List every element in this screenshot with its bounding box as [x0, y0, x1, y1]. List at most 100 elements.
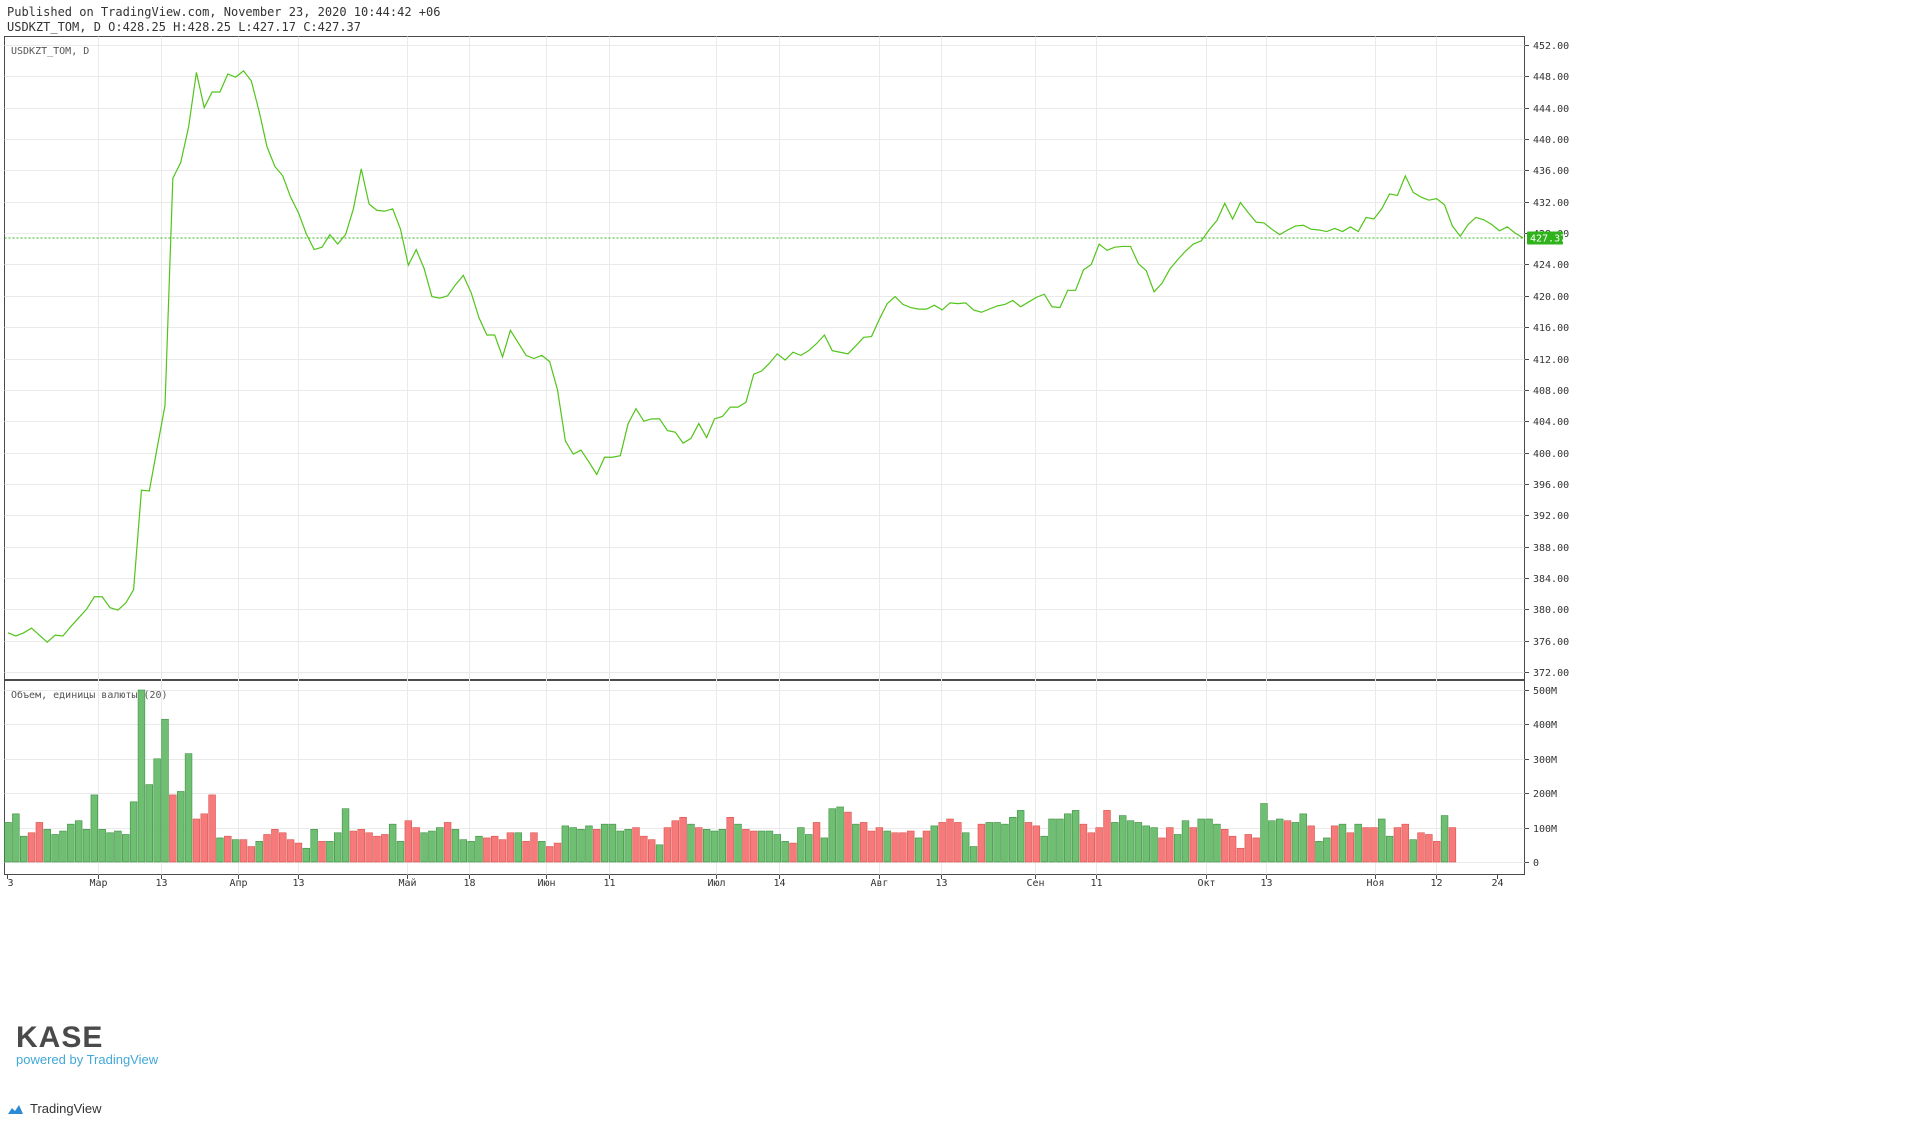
- volume-tick-label: 200M: [1533, 789, 1557, 800]
- volume-bar-down: [1166, 827, 1174, 863]
- ohlc-line: USDKZT_TOM, D O:428.25 H:428.25 L:427.17…: [7, 20, 362, 34]
- volume-bar-up: [1315, 841, 1323, 863]
- volume-bar-up: [585, 825, 593, 863]
- volume-bar-down: [844, 811, 852, 863]
- tradingview-footer[interactable]: TradingView: [6, 1101, 102, 1116]
- volume-bar-down: [1087, 832, 1096, 863]
- volume-bar-down: [294, 842, 303, 863]
- time-tick-label: 13: [292, 878, 304, 889]
- volume-bar-up: [1213, 823, 1221, 863]
- volume-bar-down: [357, 829, 365, 863]
- price-tick-label: 392.00: [1533, 511, 1569, 522]
- volume-bar-down: [27, 832, 36, 863]
- volume-bar-up: [145, 784, 153, 863]
- volume-bar-up: [569, 827, 577, 863]
- volume-bar-up: [137, 689, 146, 863]
- volume-bar-up: [1276, 818, 1284, 863]
- price-tick-label: 408.00: [1533, 386, 1569, 397]
- volume-bar-up: [655, 844, 664, 863]
- time-tick-label: 11: [603, 878, 615, 889]
- price-tick-label: 404.00: [1533, 417, 1569, 428]
- volume-bar-up: [161, 718, 169, 863]
- time-tick-label: 13: [155, 878, 167, 889]
- volume-bar-up: [710, 830, 719, 863]
- volume-bar-down: [1236, 847, 1245, 863]
- price-tick-label: 372.00: [1533, 668, 1569, 679]
- volume-bar-up: [1071, 810, 1080, 863]
- volume-bar-down: [1244, 834, 1253, 863]
- volume-bar-up: [428, 830, 436, 863]
- time-axis[interactable]: 3 Мар 13 Апр 13 Май 18 Июн 11 Июл 14 Авг 13 Сен 11 Окт 1…: [7, 874, 1504, 890]
- volume-bar-down: [1425, 834, 1433, 863]
- volume-bar-up: [624, 829, 632, 863]
- volume-bar-up: [255, 841, 263, 863]
- price-tick-label: 444.00: [1533, 104, 1569, 115]
- volume-bar-down: [1221, 829, 1229, 863]
- volume-bar-up: [781, 841, 789, 863]
- volume-bar-up: [828, 808, 836, 863]
- last-price-tag: 427.37: [1527, 231, 1566, 245]
- price-tick-label: 400.00: [1533, 449, 1569, 460]
- volume-bar-up: [1181, 820, 1190, 863]
- volume-bar-up: [59, 830, 67, 863]
- volume-bar-up: [1338, 823, 1347, 863]
- volume-bar-down: [318, 841, 326, 863]
- volume-bar-down: [553, 842, 562, 863]
- volume-bar-up: [797, 827, 805, 863]
- volume-bar-up: [1119, 815, 1127, 863]
- volume-bar-up: [616, 830, 625, 863]
- volume-bar-up: [467, 841, 475, 863]
- volume-bar-up: [883, 830, 891, 863]
- volume-bar-down: [1024, 822, 1033, 863]
- volume-bar-up: [310, 829, 318, 863]
- volume-bar-down: [412, 827, 420, 863]
- volume-bar-down: [506, 832, 515, 863]
- published-line: Published on TradingView.com, November 2…: [7, 5, 441, 19]
- price-tick-label: 432.00: [1533, 198, 1569, 209]
- volume-bar-down: [1079, 823, 1088, 863]
- volume-bar-down: [632, 827, 640, 863]
- volume-bar-down: [1433, 841, 1441, 863]
- volume-bar-down: [695, 827, 703, 863]
- price-line: [7, 70, 1524, 644]
- volume-bar-up: [600, 823, 609, 863]
- volume-bar-up: [1385, 835, 1394, 863]
- volume-bar-up: [396, 841, 405, 863]
- volume-bar-down: [1448, 827, 1457, 863]
- volume-bar-up: [961, 832, 970, 863]
- time-tick-label: Авг: [870, 878, 888, 889]
- volume-bar-up: [333, 832, 342, 863]
- volume-label: Объем, единицы валюты (20): [11, 689, 168, 701]
- volume-bar-down: [789, 842, 797, 863]
- volume-bar-up: [122, 834, 130, 863]
- last-price-box: [1527, 231, 1563, 245]
- volume-bar-down: [1401, 823, 1410, 863]
- volume-bar-down: [522, 841, 530, 863]
- volume-bar-up: [852, 823, 860, 863]
- volume-bar-down: [726, 816, 734, 863]
- volume-bar-up: [1260, 803, 1268, 863]
- volume-bar-down: [1252, 837, 1260, 863]
- volume-bar-down: [1346, 832, 1355, 863]
- volume-bar-down: [891, 832, 899, 863]
- volume-bar-up: [1409, 839, 1417, 863]
- volume-bar-up: [184, 753, 193, 863]
- volume-bar-down: [859, 822, 868, 863]
- volume-bar-up: [1268, 820, 1276, 863]
- last-price-label: 427.37: [1530, 234, 1566, 245]
- price-axis[interactable]: 452.00448.00444.00440.00436.00432.00428.…: [1525, 41, 1569, 679]
- volume-bar-down: [545, 846, 554, 863]
- volume-bar-up: [1009, 816, 1017, 863]
- volume-bar-down: [1417, 832, 1425, 863]
- volume-bar-down: [200, 813, 208, 863]
- volume-bar-down: [593, 829, 601, 863]
- time-tick-label: Апр: [229, 878, 247, 889]
- volume-bar-down: [946, 818, 954, 863]
- volume-bar-up: [74, 820, 83, 863]
- time-tick-label: 3: [8, 878, 14, 889]
- volume-bar-up: [993, 822, 1001, 863]
- price-tick-label: 384.00: [1533, 574, 1569, 585]
- volume-bar-down: [404, 820, 413, 863]
- volume-axis[interactable]: 500M 400M 300M 200M 100M 0: [1525, 686, 1557, 869]
